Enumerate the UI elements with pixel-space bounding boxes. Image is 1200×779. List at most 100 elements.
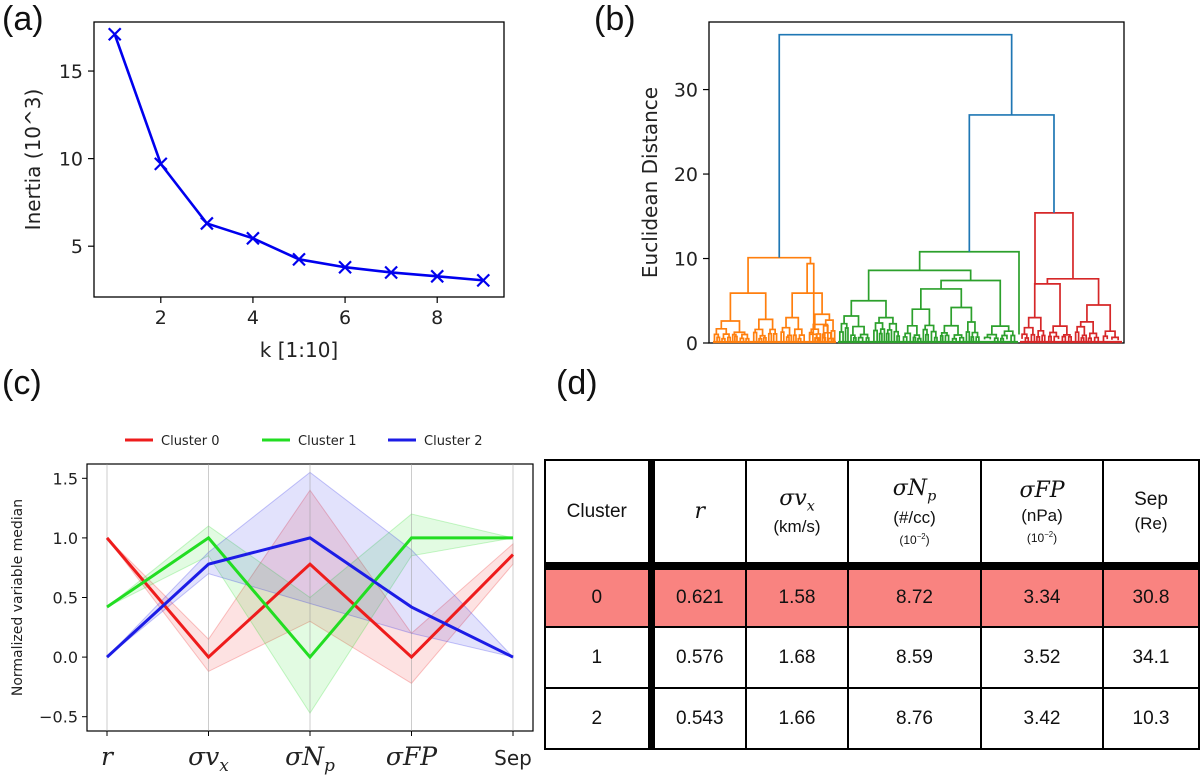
dendrogram-link [1027, 316, 1042, 331]
y-tick-label: 15 [59, 61, 83, 83]
cell-sigma-fp: 3.52 [980, 626, 1104, 689]
dendrogram-link [917, 337, 922, 343]
dendrogram-link [810, 328, 820, 334]
dendrogram-link [1034, 212, 1074, 285]
legend-label: Cluster 0 [161, 434, 220, 449]
marker-stroke [246, 231, 260, 246]
dendrogram-link [888, 322, 898, 332]
cell-cluster: 1 [544, 626, 655, 689]
dendrogram-link [850, 334, 856, 343]
y-tick-label: 0 [686, 333, 698, 355]
dendrogram-link [951, 337, 958, 343]
data-point-marker [154, 157, 168, 171]
cell-sep: 10.3 [1102, 687, 1200, 750]
cell-sep: 34.1 [1102, 626, 1200, 689]
dendrogram-link [1086, 304, 1112, 332]
dendrogram-link [1076, 325, 1086, 336]
dendrogram-link [1063, 333, 1071, 337]
series-line-cluster-1 [106, 535, 513, 660]
header-r: r [650, 459, 747, 570]
dendrogram-link [739, 337, 745, 343]
header-sep: Sep (Re) [1102, 459, 1200, 570]
cell-sigma-np: 8.59 [847, 626, 982, 689]
dendrogram-link [716, 336, 721, 343]
dendrogram-link [741, 333, 749, 339]
dendrogram-link [912, 336, 917, 343]
panel-label-a: (a) [2, 0, 44, 38]
dendrogram-link [1079, 321, 1094, 334]
dendrogram-link [808, 333, 818, 339]
legend-item: Cluster 1 [262, 434, 357, 449]
cell-sigma-vx: 1.58 [745, 565, 849, 628]
dendrogram-link [754, 328, 764, 336]
marker-stroke [292, 252, 306, 267]
dendrogram-link [778, 33, 1013, 258]
dendrogram-link [1102, 335, 1109, 343]
x-category-label: Sep [494, 746, 532, 770]
dendrogram-link [715, 327, 728, 335]
dendrogram-link [1111, 336, 1120, 341]
dendrogram-link [759, 334, 766, 339]
dendrogram-link [904, 332, 912, 343]
dendrogram-link [793, 328, 803, 336]
dendrogram-link [986, 333, 998, 339]
dendrogram-link [762, 336, 767, 343]
data-point-marker [200, 216, 214, 231]
header-cluster: Cluster [544, 459, 655, 570]
marker-stroke [200, 216, 214, 231]
dendrogram-link [913, 334, 921, 339]
x-tick-label: 6 [339, 307, 351, 329]
cell-sigma-vx: 1.66 [745, 687, 849, 750]
dendrogram-link [752, 331, 758, 343]
y-tick-label: 5 [71, 236, 83, 258]
plot-frame [93, 21, 505, 298]
dendrogram-link [840, 322, 848, 333]
cell-sigma-np: 8.76 [847, 687, 982, 750]
x-tick-label: 4 [247, 307, 259, 329]
marker-stroke [338, 260, 352, 275]
dendrogram-link [747, 256, 812, 294]
dendrogram-link [729, 292, 767, 322]
y-axis-label: Normalized variable median [10, 499, 26, 696]
dendrogram-link [733, 331, 746, 335]
dendrogram-link [911, 308, 931, 326]
dendrogram-link [1104, 330, 1116, 338]
cell-sigma-np: 8.72 [847, 565, 982, 628]
cell-sep: 30.8 [1102, 565, 1200, 628]
marker-stroke [107, 27, 122, 42]
series-line-cluster-2 [105, 536, 514, 659]
x-tick-label: 8 [431, 307, 443, 329]
y-tick-label: 0.0 [53, 648, 78, 667]
dendrogram-link [944, 334, 950, 343]
y-tick-label: 1.0 [53, 529, 78, 548]
dendrogram-link [930, 330, 937, 343]
dendrogram-link [920, 288, 963, 310]
y-tick-label: 20 [674, 164, 698, 186]
dendrogram-link [878, 316, 894, 324]
x-category-label: σvx [188, 742, 229, 776]
dendrogram-link [821, 336, 827, 343]
dendrogram-link [720, 320, 741, 333]
dendrogram-link [1037, 329, 1045, 337]
data-point-marker [246, 231, 260, 246]
y-tick-label: 30 [674, 80, 698, 102]
legend-item: Cluster 2 [388, 434, 483, 449]
dendrogram-link [844, 327, 849, 343]
dendrogram-link [1041, 334, 1046, 343]
dendrogram-link [785, 316, 800, 330]
legend-label: Cluster 1 [298, 434, 357, 449]
table-row: 2 0.543 1.66 8.76 3.42 10.3 [544, 687, 1200, 750]
cell-sigma-vx: 1.68 [745, 626, 849, 689]
header-sigma-np: σNp (#/cc) (10−2) [847, 459, 982, 570]
cell-cluster: 2 [544, 687, 655, 750]
dendrogram-link [1001, 334, 1008, 340]
data-point-marker [430, 269, 444, 284]
cell-r: 0.621 [650, 565, 747, 628]
table-row: 1 0.576 1.68 8.59 3.52 34.1 [544, 626, 1200, 689]
dendrogram-link [953, 334, 963, 339]
dendrogram-link [713, 333, 720, 343]
x-category-label: σFP [386, 742, 438, 771]
data-point-marker [107, 27, 122, 42]
